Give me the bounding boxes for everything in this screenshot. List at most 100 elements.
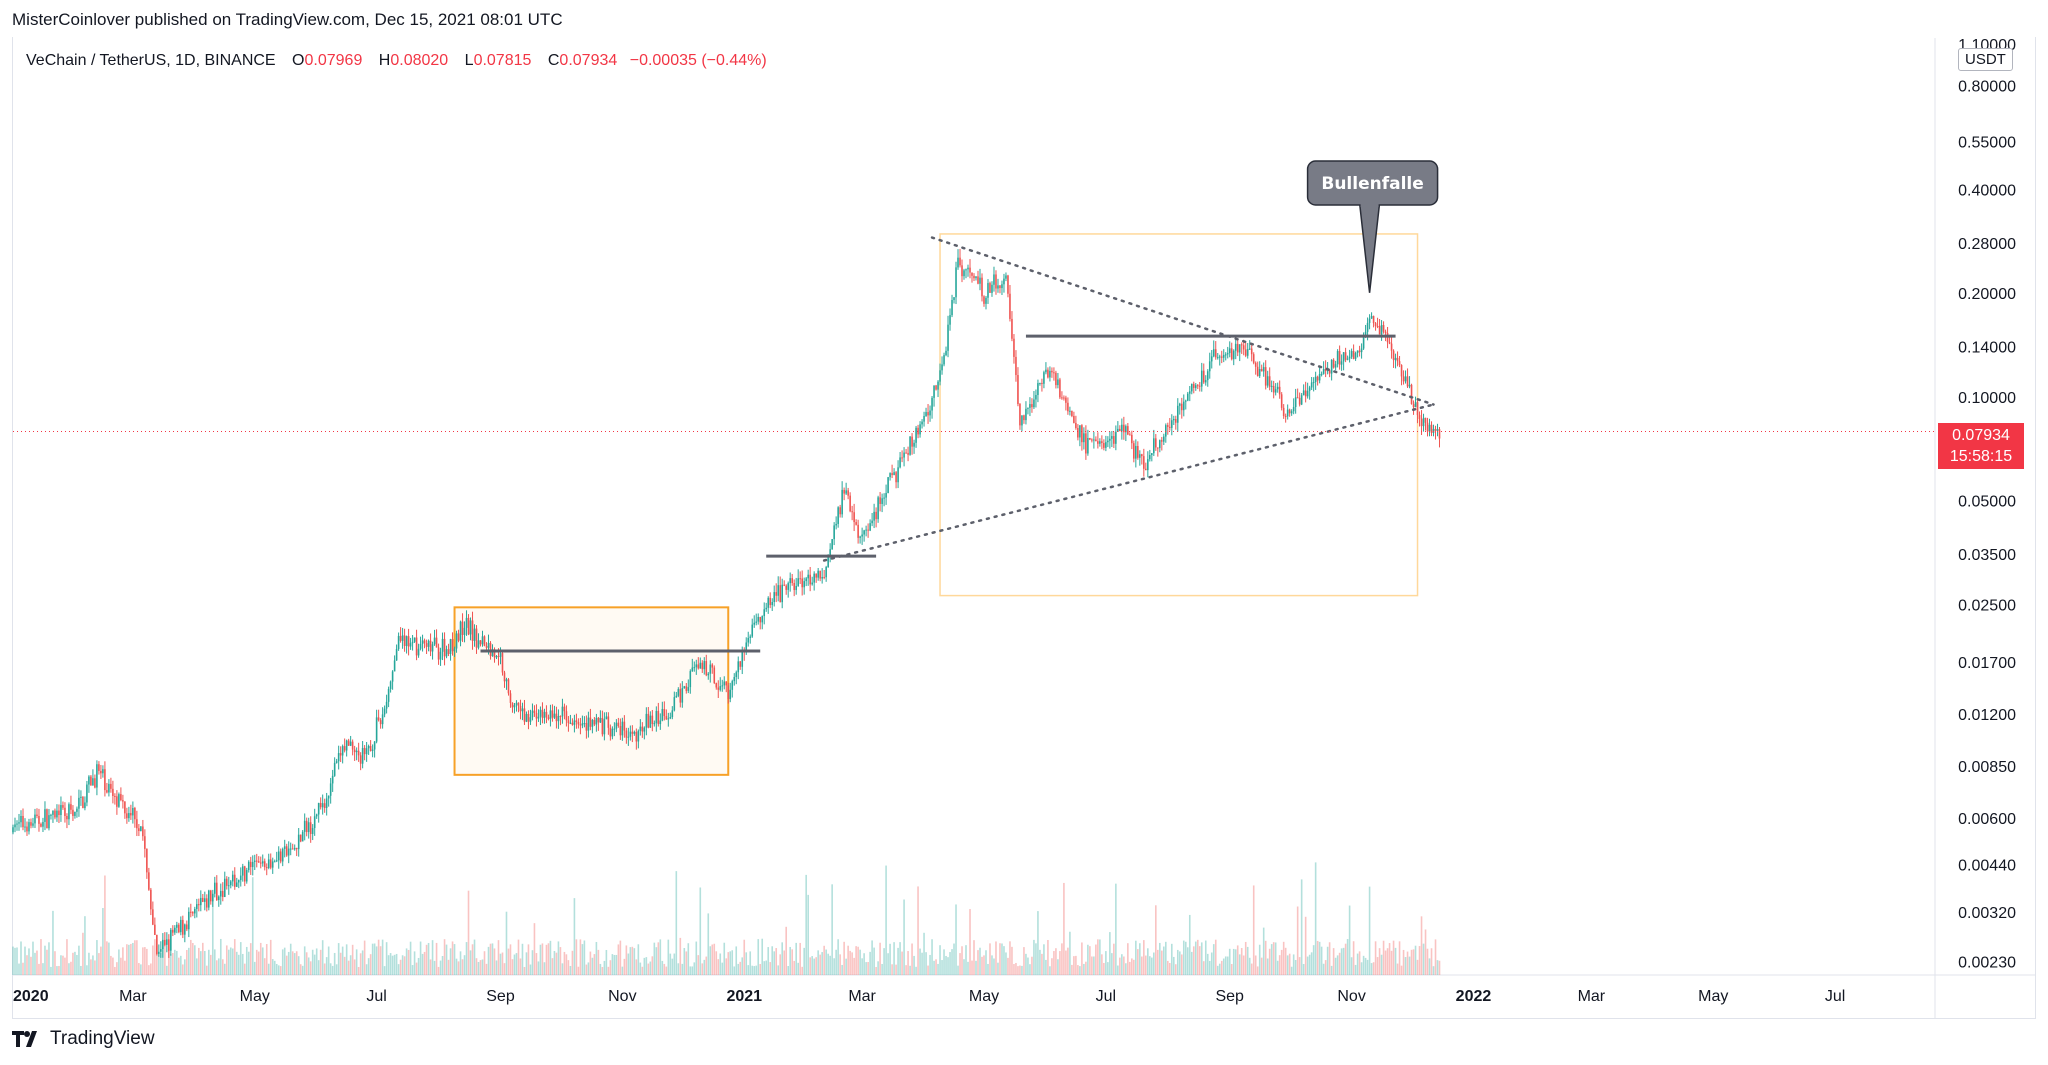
candle-body [837,507,839,524]
candle-body [1330,359,1333,374]
symbol-title[interactable]: VeChain / TetherUS, 1D, BINANCE [26,52,276,69]
candle-body [391,671,394,682]
candle-body [459,621,462,641]
candle-body [1145,468,1147,471]
candle-body [295,847,298,850]
volume-bar [657,942,660,975]
volume-bar [207,949,210,975]
volume-bar [1071,964,1073,975]
candle-body [1392,350,1395,361]
volume-bar [703,959,706,975]
candle-body [287,848,290,856]
candle-body [363,747,366,755]
candle-body [829,549,831,558]
candle-body [775,592,778,596]
candle-body [325,798,328,808]
candle-body [271,861,274,868]
candle-body [1109,438,1111,441]
candle-body [1113,436,1115,444]
candle-body [1364,331,1367,337]
currency-unit-button[interactable]: USDT [1958,48,2013,71]
volume-bar [1182,940,1185,975]
candle-body [1414,402,1417,408]
volume-bar [1424,929,1427,975]
volume-bar [1119,957,1121,975]
candle-body [297,834,300,850]
volume-bar [803,947,805,975]
volume-bar [525,952,528,975]
volume-bar [855,946,857,975]
candle-body [807,574,809,579]
volume-bar [995,941,997,975]
candle-body [769,597,772,606]
volume-bar [753,966,756,975]
volume-bar [747,965,750,975]
price-tick-label: 0.40000 [1958,182,2016,199]
volume-bar [323,963,326,975]
volume-bar [1131,958,1133,975]
volume-bar [297,956,300,975]
candle-body [333,762,336,776]
volume-bar [1105,951,1107,975]
candle-body [1408,384,1411,387]
candle-body [1131,434,1133,444]
candle-body [447,649,450,654]
candle-body [1021,415,1023,426]
volume-bar [1172,956,1175,975]
candle-body [839,507,841,515]
candle-body [245,870,248,882]
price-tick-label: 0.03500 [1958,547,2016,564]
volume-bar [817,950,819,975]
volume-bar [152,945,154,975]
candle-body [1348,356,1351,359]
candle-body [148,872,150,890]
candle-body [20,815,22,823]
candle-body [1061,397,1063,399]
volume-bar [671,958,674,975]
volume-bar [1117,965,1119,975]
volume-bar [833,958,835,975]
candle-body [1172,419,1175,421]
volume-bar [683,948,686,975]
volume-bar [783,950,785,975]
volume-bar [1350,957,1353,975]
volume-bar [981,956,983,975]
candle-body [1149,455,1151,460]
candle-body [457,633,460,641]
candle-body [36,814,38,817]
candle-body [669,717,672,719]
volume-bar [983,955,985,975]
volume-bar [1176,949,1179,975]
volume-bar [192,943,194,975]
candle-body [1115,431,1117,444]
volume-bar [1436,960,1439,975]
volume-bar [549,940,552,975]
volume-bar [1196,939,1199,975]
candle-body [1055,372,1057,386]
volume-bar [365,964,368,975]
candle-body [1374,323,1377,326]
candle-body [60,805,62,816]
candle-body [1252,354,1255,363]
candle-body [465,617,468,628]
candle-body [207,890,210,908]
candle-body [731,681,734,690]
volume-bar [631,946,634,975]
candle-body [1268,376,1271,387]
candle-body [1298,397,1301,405]
candle-body [243,866,246,882]
volume-bar [1404,957,1407,975]
candle-body [611,728,614,737]
candle-body [685,686,688,691]
volume-bar [84,916,86,975]
candle-body [375,717,378,742]
volume-bar [401,955,404,975]
volume-bar [1212,944,1215,975]
volume-bar [659,939,662,975]
volume-bar [1296,906,1299,975]
candle-body [1220,356,1223,358]
tradingview-logo[interactable]: TradingView [12,1028,155,1050]
volume-bar [509,944,512,975]
volume-bar [587,962,590,975]
